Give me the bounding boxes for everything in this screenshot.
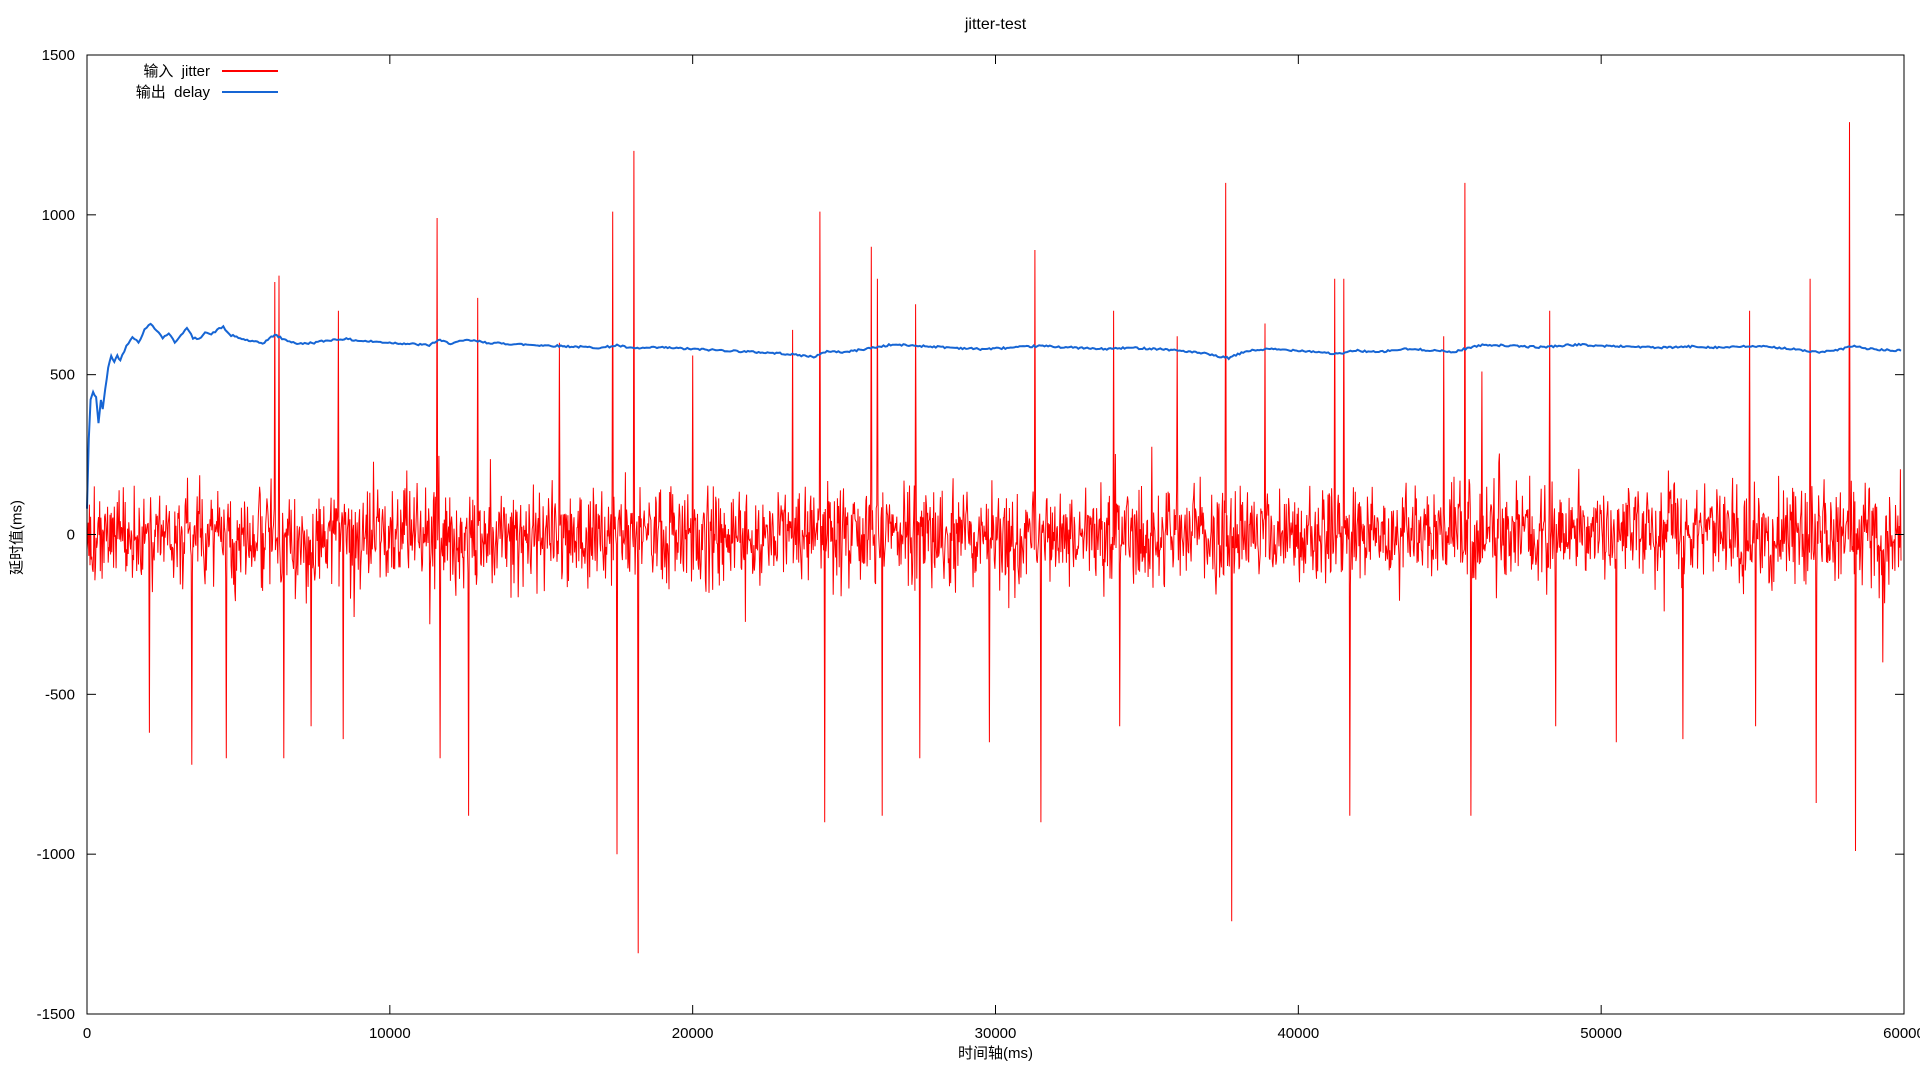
svg-text:10000: 10000	[369, 1025, 411, 1042]
svg-text:1500: 1500	[42, 47, 75, 64]
svg-text:1000: 1000	[42, 207, 75, 224]
y-ticks: -1500 -1000 -500 0 500 1000 1500	[37, 47, 1904, 1023]
svg-text:-1500: -1500	[37, 1006, 75, 1023]
legend-line-sample-jitter	[222, 69, 278, 72]
svg-text:20000: 20000	[672, 1025, 714, 1042]
legend-item-delay: 输出 delay	[118, 81, 278, 102]
series-delay-path	[86, 322, 1902, 509]
svg-text:40000: 40000	[1277, 1025, 1319, 1042]
svg-text:-500: -500	[45, 686, 75, 703]
svg-text:-1000: -1000	[37, 846, 75, 863]
legend-label-delay: 输出 delay	[135, 84, 210, 101]
chart-title: jitter-test	[964, 16, 1027, 33]
x-ticks: 0 10000 20000 30000 40000 50000 60000	[83, 55, 1920, 1042]
svg-text:0: 0	[83, 1025, 91, 1042]
x-axis-label: 时间轴(ms)	[958, 1045, 1033, 1062]
svg-text:500: 500	[50, 367, 75, 384]
svg-text:60000: 60000	[1883, 1025, 1920, 1042]
legend-item-jitter: 输入 jitter	[118, 60, 278, 81]
legend-line-sample-delay	[222, 90, 278, 93]
svg-text:50000: 50000	[1580, 1025, 1622, 1042]
legend: 输入 jitter 输出 delay	[118, 60, 278, 102]
legend-label-jitter: 输入 jitter	[143, 63, 210, 80]
svg-text:30000: 30000	[975, 1025, 1017, 1042]
svg-text:0: 0	[67, 527, 75, 544]
series-jitter-path	[86, 122, 1902, 954]
